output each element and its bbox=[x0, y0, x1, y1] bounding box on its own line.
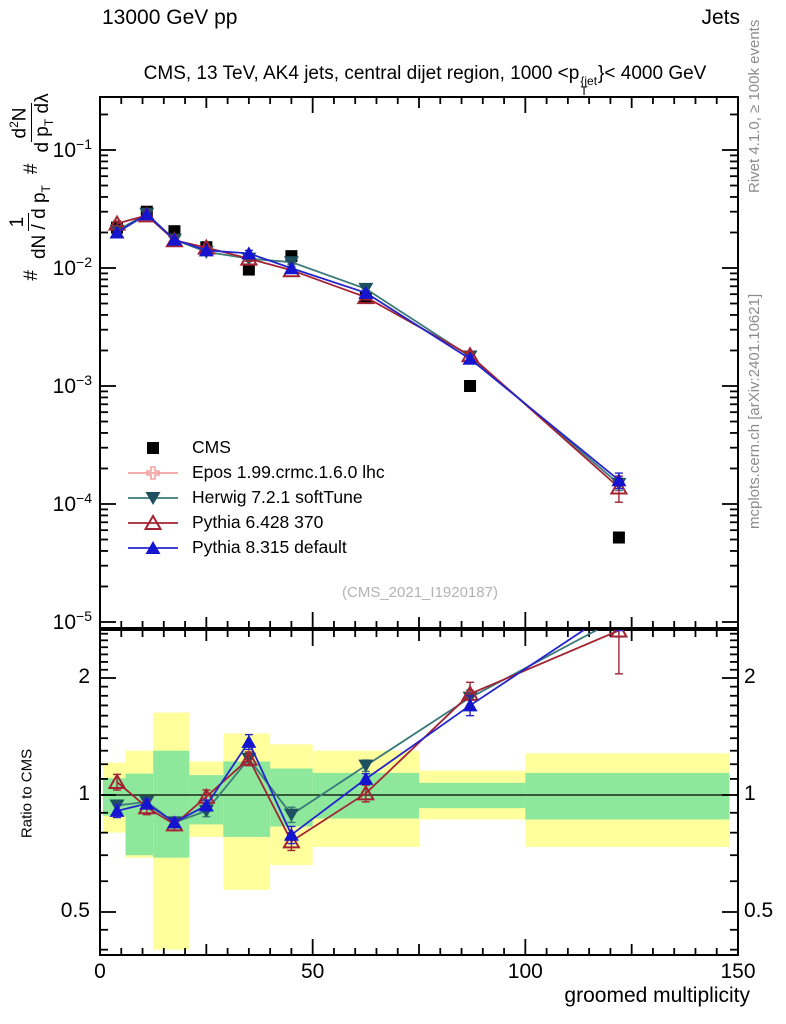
tick-label: 2 bbox=[78, 665, 90, 688]
data-marker bbox=[139, 796, 155, 810]
data-marker bbox=[198, 798, 214, 812]
data-marker bbox=[107, 773, 127, 790]
data-marker bbox=[283, 808, 299, 822]
data-marker bbox=[283, 261, 299, 275]
data-marker bbox=[609, 478, 629, 495]
tick-label: 1 bbox=[744, 782, 756, 805]
legend-marker-epos-1-99-crmc-1-6-0-lhc bbox=[128, 466, 178, 480]
pt-jet-supsub: {jet T bbox=[580, 74, 598, 98]
y-axis-label: # 1 dN / d pT # d2N d pT dλ bbox=[0, 15, 67, 355]
series-pythia-6-428-370 bbox=[107, 206, 629, 503]
data-marker bbox=[166, 815, 182, 829]
ratio-axis-label: Ratio to CMS bbox=[18, 748, 36, 839]
data-marker bbox=[462, 698, 478, 712]
data-marker bbox=[358, 771, 374, 785]
data-marker bbox=[145, 492, 161, 505]
tick-label: 10−1 bbox=[52, 136, 92, 162]
tick-label: 10−4 bbox=[52, 490, 92, 516]
legend-marker-cms bbox=[147, 442, 159, 454]
tick-label: 0.5 bbox=[744, 899, 774, 922]
data-marker bbox=[239, 749, 259, 766]
tick-label: 50 bbox=[300, 960, 325, 983]
band-green bbox=[525, 772, 730, 820]
legend-entry-label: Epos 1.99.crmc.1.6.0 lhc bbox=[192, 462, 385, 482]
data-marker bbox=[611, 473, 627, 487]
data-marker bbox=[145, 541, 161, 554]
legend-marker-pythia-8-315-default bbox=[128, 541, 178, 554]
analysis-group-label: Jets bbox=[701, 6, 740, 29]
beam-energy-label: 13000 GeV pp bbox=[102, 6, 238, 29]
legend-marker-pythia-6-428-370 bbox=[128, 513, 178, 530]
legend-entry-label: CMS bbox=[192, 437, 231, 457]
data-marker bbox=[464, 380, 477, 392]
series-cms bbox=[111, 205, 625, 544]
tick-label: 150 bbox=[720, 960, 756, 983]
data-marker bbox=[198, 243, 214, 257]
tick-label: 100 bbox=[507, 960, 543, 983]
tick-label: 1 bbox=[78, 782, 90, 805]
series-herwig-7-2-1-softtune bbox=[109, 207, 627, 492]
ratio-uncertainty-bands bbox=[102, 712, 730, 950]
data-marker bbox=[283, 827, 299, 841]
analysis-id-watermark: (CMS_2021_I1920187) bbox=[342, 584, 498, 601]
data-marker bbox=[146, 466, 160, 480]
main-panel-series bbox=[107, 205, 629, 544]
tick-label: 10−3 bbox=[52, 372, 92, 398]
legend-entry-label: Pythia 6.428 370 bbox=[192, 512, 324, 532]
data-marker bbox=[109, 225, 125, 239]
data-marker bbox=[358, 285, 374, 299]
legend-marker-herwig-7-2-1-softtune bbox=[128, 492, 178, 505]
mcplots-reference-note: mcplots.cern.ch [arXiv:2401.10621] bbox=[746, 293, 763, 529]
data-marker bbox=[147, 442, 159, 454]
tick-label: 10−5 bbox=[52, 608, 92, 634]
ratio-panel-series bbox=[107, 600, 629, 852]
band-green bbox=[153, 750, 190, 858]
tick-label: 10−2 bbox=[52, 254, 92, 280]
data-marker bbox=[358, 759, 374, 773]
data-marker bbox=[166, 232, 182, 246]
x-axis-label: groomed multiplicity bbox=[564, 984, 750, 1007]
data-marker bbox=[143, 513, 163, 530]
data-marker bbox=[242, 263, 255, 276]
y-axis-fraction-1: 1 dN / d pT bbox=[7, 185, 53, 260]
tick-label: 2 bbox=[744, 665, 756, 688]
data-marker bbox=[109, 803, 125, 817]
tick-label: 0 bbox=[94, 960, 106, 983]
series-pythia-8-315-default bbox=[109, 207, 627, 490]
ratio-pythia-8-315-default bbox=[109, 600, 626, 845]
data-marker bbox=[611, 600, 626, 613]
tick-label: 0.5 bbox=[60, 899, 90, 922]
data-marker bbox=[609, 630, 629, 638]
rivet-version-note: Rivet 4.1.0, ≥ 100k events bbox=[746, 19, 763, 193]
data-marker bbox=[356, 784, 376, 801]
data-marker bbox=[139, 207, 155, 221]
data-marker bbox=[282, 832, 301, 849]
plot-title: CMS, 13 TeV, AK4 jets, central dijet reg… bbox=[143, 63, 707, 98]
data-marker bbox=[462, 351, 478, 365]
data-marker bbox=[241, 246, 257, 260]
legend-entry-label: Pythia 8.315 default bbox=[192, 537, 347, 557]
data-marker bbox=[611, 612, 626, 625]
data-marker bbox=[612, 531, 625, 544]
legend-entry-label: Herwig 7.2.1 softTune bbox=[192, 487, 363, 507]
data-marker bbox=[241, 734, 257, 748]
